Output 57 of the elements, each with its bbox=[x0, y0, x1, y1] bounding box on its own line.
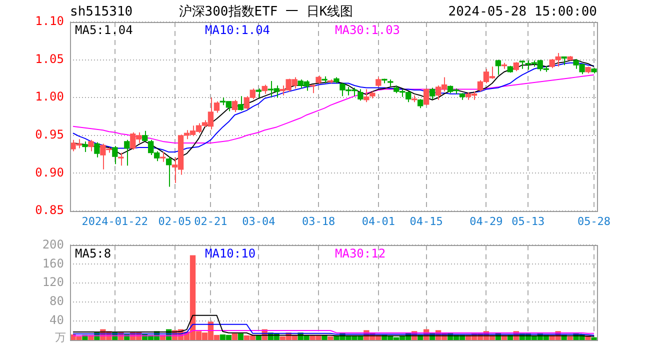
bar bbox=[591, 337, 597, 340]
candlestick bbox=[232, 99, 238, 112]
x-tick-label: 03-04 bbox=[242, 214, 276, 228]
candlestick bbox=[358, 88, 364, 102]
text: MA10:1.04 bbox=[205, 23, 270, 38]
bar bbox=[328, 336, 334, 340]
x-tick-label: 02-05 bbox=[158, 214, 192, 228]
x-tick-label: 04-15 bbox=[410, 214, 443, 228]
candlestick bbox=[112, 145, 118, 165]
candlestick bbox=[376, 76, 382, 88]
y-tick-label: 0.85 bbox=[35, 203, 64, 218]
y-tick-label: 1.05 bbox=[35, 52, 64, 66]
x-tick-label: 05-28 bbox=[577, 214, 611, 228]
x-tick-label: 2024-01-22 bbox=[82, 214, 148, 228]
text: MA5:8 bbox=[75, 246, 112, 260]
candlestick bbox=[423, 88, 430, 106]
bar bbox=[232, 334, 238, 340]
y-tick-label: 40 bbox=[50, 313, 64, 328]
x-tick-label: 02-21 bbox=[194, 214, 228, 228]
y-axis-title: 万 bbox=[55, 330, 66, 344]
y-tick-label: 160 bbox=[42, 256, 64, 270]
bar bbox=[567, 336, 573, 340]
candlestick bbox=[88, 139, 94, 152]
candlestick bbox=[214, 100, 220, 114]
candlestick bbox=[364, 88, 370, 103]
y-tick-label: 200 bbox=[42, 237, 64, 252]
candlestick bbox=[513, 62, 519, 72]
chart-title: 沪深300指数ETF 一 日K线图 bbox=[178, 3, 354, 20]
y-tick-label: 120 bbox=[42, 275, 64, 290]
y-tick-label: 80 bbox=[50, 294, 64, 308]
x-tick-label: 04-29 bbox=[470, 214, 503, 228]
text: MA10:10 bbox=[205, 246, 256, 260]
candlestick bbox=[256, 88, 262, 98]
text: MA30:1.03 bbox=[335, 23, 400, 38]
x-tick-label: 05-13 bbox=[512, 214, 545, 228]
candlestick bbox=[142, 130, 148, 142]
candlestick bbox=[418, 98, 424, 109]
text: MA30:12 bbox=[335, 246, 386, 260]
candlestick bbox=[94, 142, 100, 158]
x-tick-label: 03-18 bbox=[302, 214, 336, 228]
y-tick-label: 1.10 bbox=[35, 14, 64, 28]
chart-subtitle: sh515310 bbox=[70, 4, 133, 20]
candlestick bbox=[166, 156, 172, 188]
candlestick bbox=[495, 59, 502, 76]
candlestick bbox=[429, 87, 436, 100]
candlestick bbox=[82, 140, 88, 153]
y-tick-label: 0.90 bbox=[35, 165, 64, 180]
candlestick bbox=[262, 84, 268, 94]
candlestick bbox=[124, 139, 130, 166]
candlestick bbox=[238, 96, 244, 111]
y-tick-label: 1.00 bbox=[35, 90, 64, 104]
y-tick-label: 0.95 bbox=[35, 128, 64, 142]
x-tick-label: 04-01 bbox=[362, 214, 395, 228]
text: MA5:1.04 bbox=[75, 23, 133, 38]
text: 2024-05-28 15:00:00 bbox=[448, 4, 597, 20]
bar bbox=[322, 335, 328, 340]
bar bbox=[238, 334, 244, 340]
